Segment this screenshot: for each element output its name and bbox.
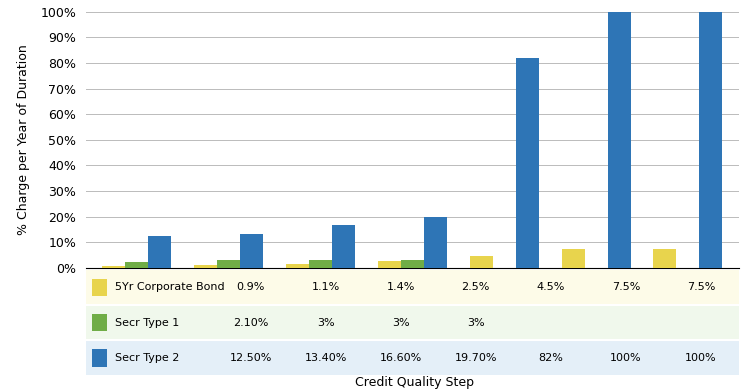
Text: 3%: 3% <box>317 317 334 328</box>
Bar <box>86 340 739 375</box>
Bar <box>700 12 722 268</box>
Text: 100%: 100% <box>685 353 717 363</box>
Bar <box>125 262 148 268</box>
Text: 2.5%: 2.5% <box>462 282 490 292</box>
Bar <box>194 265 217 268</box>
Bar <box>93 278 107 296</box>
Text: 19.70%: 19.70% <box>454 353 497 363</box>
Bar <box>377 262 401 268</box>
Bar <box>148 236 171 268</box>
Bar <box>401 260 424 268</box>
Bar <box>515 58 539 268</box>
Bar <box>332 225 354 268</box>
Bar <box>607 12 630 268</box>
Text: Secr Type 2: Secr Type 2 <box>115 353 179 363</box>
Text: 3%: 3% <box>392 317 410 328</box>
Text: Secr Type 1: Secr Type 1 <box>115 317 179 328</box>
Bar <box>470 256 492 268</box>
Text: 7.5%: 7.5% <box>687 282 715 292</box>
Text: 5Yr Corporate Bond: 5Yr Corporate Bond <box>115 282 224 292</box>
Text: 100%: 100% <box>610 353 642 363</box>
Text: 82%: 82% <box>539 353 563 363</box>
Bar <box>239 233 263 268</box>
Bar <box>93 349 107 367</box>
Text: 12.50%: 12.50% <box>230 353 272 363</box>
Text: 16.60%: 16.60% <box>380 353 422 363</box>
Bar <box>93 314 107 332</box>
Bar <box>217 260 239 268</box>
Bar <box>286 264 309 268</box>
Bar <box>309 260 332 268</box>
Text: 7.5%: 7.5% <box>612 282 640 292</box>
Bar <box>653 249 677 268</box>
Text: 3%: 3% <box>467 317 485 328</box>
Text: 4.5%: 4.5% <box>536 282 565 292</box>
Text: Credit Quality Step: Credit Quality Step <box>354 376 474 389</box>
Y-axis label: % Charge per Year of Duration: % Charge per Year of Duration <box>17 45 31 235</box>
Text: 2.10%: 2.10% <box>233 317 269 328</box>
Bar <box>102 265 125 268</box>
Text: 0.9%: 0.9% <box>236 282 265 292</box>
Bar <box>86 305 739 340</box>
Text: 1.4%: 1.4% <box>386 282 415 292</box>
Bar <box>562 249 585 268</box>
Text: 1.1%: 1.1% <box>312 282 339 292</box>
Bar <box>86 270 739 305</box>
Bar <box>424 217 447 268</box>
Text: 13.40%: 13.40% <box>304 353 347 363</box>
